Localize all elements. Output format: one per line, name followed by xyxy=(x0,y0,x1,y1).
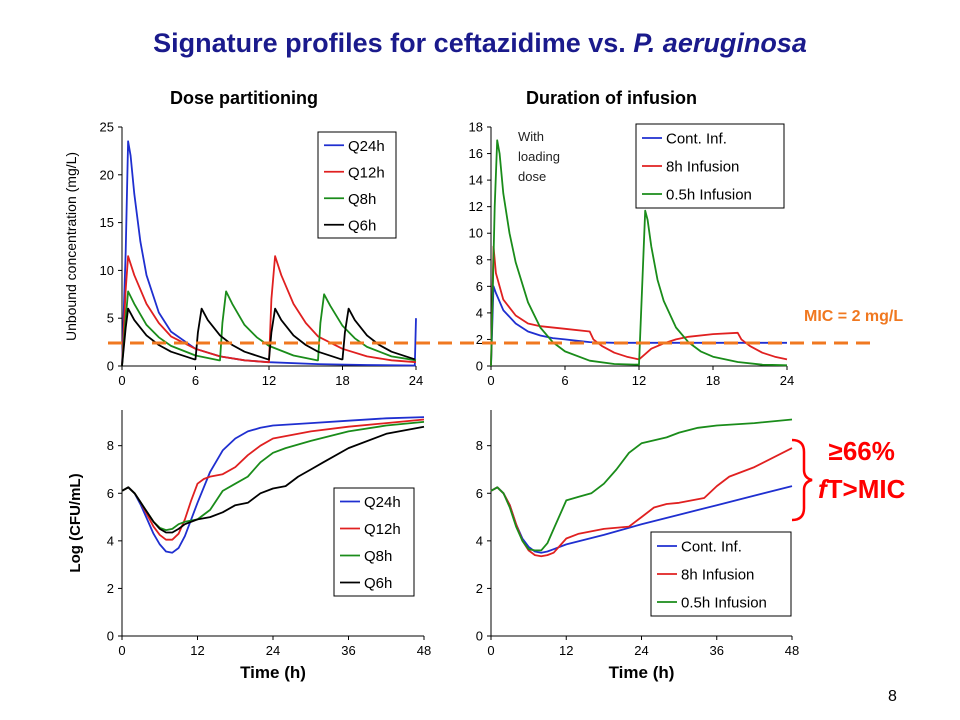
y-tick-label: 6 xyxy=(476,486,483,501)
target-metric-rest: T>MIC xyxy=(826,474,906,504)
series-line-q8h xyxy=(121,290,417,367)
column-title-right: Duration of infusion xyxy=(526,88,697,108)
legend-label: 8h Infusion xyxy=(681,567,754,584)
y-tick-label: 5 xyxy=(107,311,114,326)
series-line-q6h xyxy=(121,425,425,534)
x-tick-label: 24 xyxy=(266,643,280,658)
x-tick-label: 24 xyxy=(409,373,423,388)
y-tick-label: 6 xyxy=(107,486,114,501)
series-line-0-5h-infusion xyxy=(490,418,793,552)
brace-icon xyxy=(791,438,813,522)
x-tick-label: 0 xyxy=(487,373,494,388)
y-tick-label: 8 xyxy=(107,438,114,453)
series-line-0-5h-infusion xyxy=(490,139,788,367)
y-tick-label: 10 xyxy=(469,226,483,241)
x-tick-label: 18 xyxy=(335,373,349,388)
x-tick-label: 18 xyxy=(706,373,720,388)
legend-label: Q6h xyxy=(348,217,376,234)
x-tick-label: 12 xyxy=(190,643,204,658)
title-organism: P. aeruginosa xyxy=(633,28,807,58)
y-tick-label: 8 xyxy=(476,252,483,267)
x-tick-label: 6 xyxy=(192,373,199,388)
chart-pk-dose: 0 5 10 15 20 25 0 6 12 18 24 Unbound concentration … xyxy=(63,120,423,389)
legend-label: Q8h xyxy=(348,191,376,208)
y-tick-label: 0 xyxy=(107,359,114,374)
legend-label: Q8h xyxy=(364,548,392,565)
y-tick-label: 4 xyxy=(476,305,483,320)
legend-label: Cont. Inf. xyxy=(681,539,742,556)
legend-label: Q12h xyxy=(348,164,385,181)
x-tick-label: 48 xyxy=(417,643,431,658)
target-percent: ≥66% xyxy=(828,436,895,466)
x-tick-label: 0 xyxy=(118,373,125,388)
y-axis-label: Log (CFU/mL) xyxy=(67,473,84,572)
target-attainment-note: ≥66% fT>MIC xyxy=(818,432,905,508)
mic-label: MIC = 2 mg/L xyxy=(804,308,903,325)
series-line-q24h xyxy=(121,416,425,554)
legend-label: Q24h xyxy=(364,494,401,511)
y-tick-label: 4 xyxy=(476,533,483,548)
y-tick-label: 10 xyxy=(100,263,114,278)
x-tick-label: 6 xyxy=(561,373,568,388)
x-axis-label: Time (h) xyxy=(609,663,675,682)
y-tick-label: 12 xyxy=(469,199,483,214)
legend-box xyxy=(317,131,397,239)
x-tick-label: 0 xyxy=(487,643,494,658)
y-tick-label: 8 xyxy=(476,438,483,453)
legend: Q24h Q12h Q8h Q6h xyxy=(333,487,415,597)
x-tick-label: 12 xyxy=(262,373,276,388)
column-title-left: Dose partitioning xyxy=(170,88,318,108)
y-tick-label: 20 xyxy=(100,167,114,182)
x-tick-label: 36 xyxy=(710,643,724,658)
y-tick-label: 2 xyxy=(476,332,483,347)
legend: Cont. Inf. 8h Infusion 0.5h Infusion xyxy=(650,531,792,617)
y-tick-label: 25 xyxy=(100,120,114,135)
legend-label: 0.5h Infusion xyxy=(666,187,752,204)
series-line-q6h xyxy=(121,307,416,367)
x-tick-label: 36 xyxy=(341,643,355,658)
y-tick-label: 16 xyxy=(469,146,483,161)
legend-label: Cont. Inf. xyxy=(666,131,727,148)
y-tick-label: 0 xyxy=(107,629,114,644)
legend: Q24h Q12h Q8h Q6h xyxy=(317,131,397,239)
y-tick-label: 2 xyxy=(476,581,483,596)
legend-label: 8h Infusion xyxy=(666,159,739,176)
series-line-q12h xyxy=(121,418,425,541)
legend-box xyxy=(333,487,415,597)
legend-label: Q6h xyxy=(364,575,392,592)
series-line-q24h xyxy=(121,140,417,367)
x-tick-label: 12 xyxy=(559,643,573,658)
title-prefix: Signature profiles for ceftazidime vs. xyxy=(153,28,634,58)
legend-label: 0.5h Infusion xyxy=(681,595,767,612)
slide-number: 8 xyxy=(888,688,897,705)
legend: Cont. Inf. 8h Infusion 0.5h Infusion xyxy=(635,123,785,209)
page-title: Signature profiles for ceftazidime vs. P… xyxy=(0,28,960,59)
y-tick-label: 4 xyxy=(107,533,114,548)
y-tick-label: 2 xyxy=(107,581,114,596)
annotation-text: dose xyxy=(518,169,546,184)
annotation-text: loading xyxy=(518,149,560,164)
target-metric-prefix: f xyxy=(818,474,827,504)
y-tick-label: 0 xyxy=(476,629,483,644)
y-tick-label: 15 xyxy=(100,215,114,230)
legend-label: Q12h xyxy=(364,521,401,538)
x-tick-label: 24 xyxy=(634,643,648,658)
x-tick-label: 24 xyxy=(780,373,794,388)
y-tick-label: 14 xyxy=(469,173,483,188)
target-metric: fT>MIC xyxy=(818,470,905,508)
annotation-text: With xyxy=(518,129,544,144)
legend-label: Q24h xyxy=(348,138,385,155)
x-tick-label: 48 xyxy=(785,643,799,658)
x-tick-label: 0 xyxy=(118,643,125,658)
y-tick-label: 18 xyxy=(469,120,483,135)
x-tick-label: 12 xyxy=(632,373,646,388)
y-tick-label: 6 xyxy=(476,279,483,294)
y-axis-label: Unbound concentration (mg/L) xyxy=(63,152,79,341)
x-axis-label: Time (h) xyxy=(240,663,306,682)
y-tick-label: 0 xyxy=(476,359,483,374)
